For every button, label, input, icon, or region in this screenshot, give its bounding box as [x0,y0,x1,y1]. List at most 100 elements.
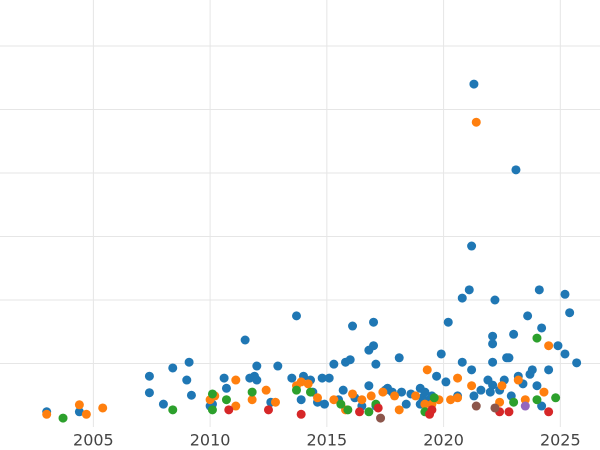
x-tick-label: 2025 [540,431,581,450]
point [476,385,486,395]
point [58,413,68,423]
point [345,355,355,365]
point [488,357,498,367]
point [511,165,521,175]
point [373,403,383,413]
point [467,365,477,375]
point [544,407,554,417]
point [544,365,554,375]
point [469,391,479,401]
point [539,387,549,397]
point [490,295,500,305]
point [221,395,231,405]
point [364,381,374,391]
point [420,399,430,409]
point [355,407,365,417]
point [572,358,582,368]
point [144,371,154,381]
point [457,357,467,367]
point [553,341,563,351]
point [247,395,257,405]
point [534,285,544,295]
point [313,393,323,403]
point [247,387,257,397]
x-tick-label: 2010 [190,431,231,450]
point [401,399,411,409]
point [273,361,283,371]
point [397,387,407,397]
point [168,405,178,415]
point [509,329,519,339]
point [497,381,507,391]
point [291,311,301,321]
point [427,405,437,415]
point [371,359,381,369]
point [488,331,498,341]
point [467,381,477,391]
point [520,401,530,411]
point [98,403,108,413]
point [560,349,570,359]
point [560,289,570,299]
point [565,308,575,318]
point [490,403,500,413]
x-tick-label: 2005 [73,431,114,450]
point [436,349,446,359]
point [471,117,481,127]
point [467,241,477,251]
point [348,321,358,331]
point [221,383,231,393]
point [527,365,537,375]
point [411,391,421,401]
point [532,381,542,391]
point [390,391,400,401]
point [296,377,306,387]
point [306,387,316,397]
point [303,379,313,389]
point [488,380,498,390]
point [357,395,367,405]
point [364,407,374,417]
point [81,409,91,419]
point [184,357,194,367]
point [532,333,542,343]
point [429,393,439,403]
point [207,389,217,399]
point [168,363,178,373]
point [224,405,234,415]
point [343,405,353,415]
point [231,375,241,385]
point [369,341,379,351]
point [207,405,217,415]
point [42,409,52,419]
x-tick-label: 2015 [306,431,347,450]
x-tick-label: 2020 [423,431,464,450]
point [263,405,273,415]
point [338,385,348,395]
point [537,323,547,333]
point [231,401,241,411]
point [551,393,561,403]
point [532,395,542,405]
point [469,79,479,89]
point [317,373,327,383]
point [537,401,547,411]
point [252,375,262,385]
point [348,389,358,399]
point [464,285,474,295]
point [296,409,306,419]
point [453,373,463,383]
point [74,400,84,410]
point [324,373,334,383]
point [457,293,467,303]
point [453,393,463,403]
point [240,335,250,345]
point [504,353,514,363]
point [366,391,376,401]
point [471,401,481,411]
point [420,387,430,397]
point [520,395,530,405]
point [329,395,339,405]
point [378,387,388,397]
